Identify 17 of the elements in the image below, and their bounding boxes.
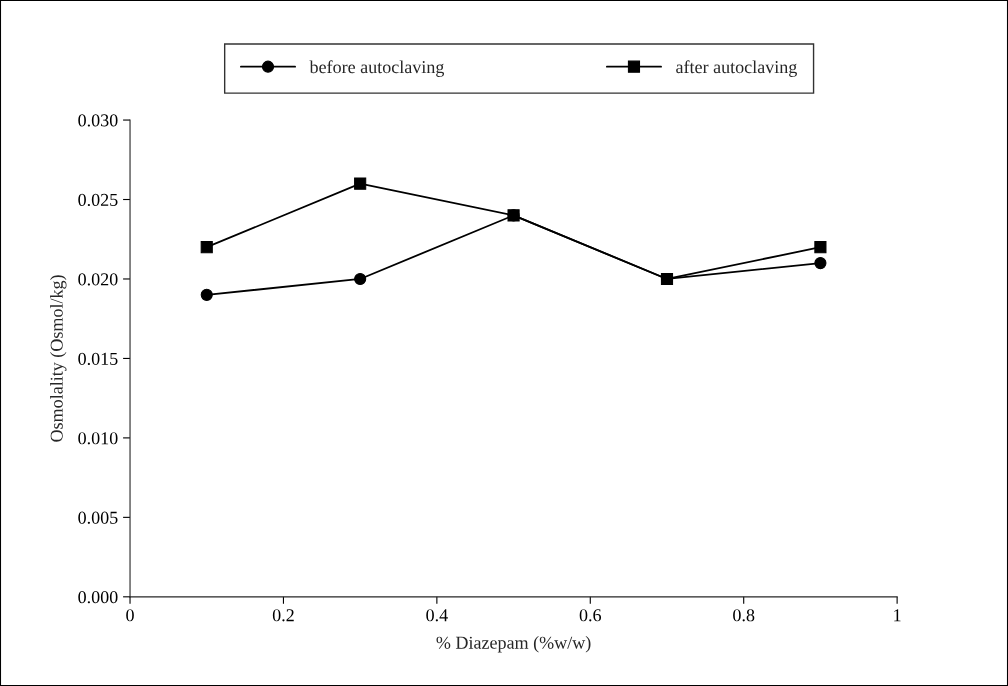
y-tick-label: 0.030 [78,114,118,127]
legend-label: before autoclaving [309,60,445,77]
y-tick-label: 0.020 [78,273,118,286]
y-tick-label: 0.000 [78,591,118,604]
x-axis-title: % Diazepam (%w/w) [436,636,591,653]
x-tick-label: 0.2 [272,609,294,622]
x-tick-label: 0.4 [426,609,448,622]
y-tick-label: 0.010 [78,432,118,445]
x-tick-label: 0 [126,609,134,622]
legend-label: after autoclaving [676,60,797,77]
y-axis-title: Osmolality (Osmol/kg) [50,275,67,442]
y-tick-label: 0.005 [78,511,118,524]
x-tick-label: 1 [894,609,901,622]
y-tick-label: 0.015 [78,352,118,365]
x-tick-label: 0.6 [579,609,602,622]
x-tick-label: 0.8 [733,609,755,622]
y-tick-label: 0.025 [78,193,118,207]
